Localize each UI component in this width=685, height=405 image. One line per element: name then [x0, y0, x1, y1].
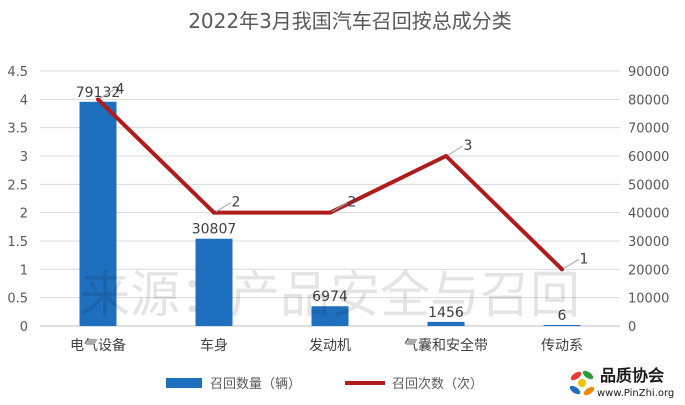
logo-name: 品质协会 — [600, 366, 664, 385]
category-labels: 电气设备 车身 发动机 气囊和安全带 传动系 — [70, 337, 583, 354]
right-axis-tick: 80000 — [628, 93, 669, 108]
bar-value-label: 30807 — [192, 222, 237, 238]
bar-series — [79, 101, 581, 326]
bar-电气设备 — [79, 101, 117, 326]
right-axis-tick: 60000 — [628, 150, 669, 165]
line-label-leader — [99, 88, 116, 99]
left-axis-tick: 0 — [20, 320, 28, 335]
right-axis-ticks: 0 10000 20000 30000 40000 50000 60000 70000 8000… — [628, 65, 669, 335]
line-point — [328, 210, 332, 215]
category-label: 传动系 — [541, 338, 583, 354]
category-label: 电气设备 — [70, 337, 126, 354]
legend-bar-swatch — [166, 378, 202, 388]
data-labels: 79132 30807 6974 1456 6 4 2 2 3 1 — [76, 81, 589, 324]
line-value-label: 4 — [116, 81, 125, 97]
bar-value-label: 1456 — [428, 305, 464, 321]
line-point — [212, 210, 216, 215]
left-axis-tick: 3 — [20, 150, 28, 165]
left-axis-ticks: 0 0.5 1 1.5 2 2.5 3 3.5 4 4.5 — [7, 65, 28, 335]
legend-bar-label: 召回数量（辆） — [210, 377, 301, 392]
logo-url: www.PinZhi.org — [597, 388, 674, 399]
pinzhi-logo: 品质协会 www.PinZhi.org — [569, 366, 674, 399]
right-axis-tick: 30000 — [628, 235, 669, 250]
category-label: 气囊和安全带 — [404, 337, 488, 354]
line-label-leader — [563, 258, 580, 269]
left-axis-tick: 0.5 — [7, 292, 28, 307]
line-value-label: 3 — [464, 138, 473, 154]
category-label: 发动机 — [309, 338, 351, 354]
bar-value-label: 79132 — [76, 85, 121, 101]
bar-传动系 — [543, 325, 581, 326]
chart-title: 2022年3月我国汽车召回按总成分类 — [188, 9, 512, 33]
left-axis-tick: 1.5 — [7, 235, 28, 250]
left-axis-tick: 4.5 — [7, 65, 28, 80]
watermark-text: 来源：产品安全与召回 — [80, 266, 580, 324]
line-label-leader — [215, 202, 232, 213]
left-axis-tick: 2.5 — [7, 178, 28, 193]
bar-车身 — [195, 238, 233, 326]
legend-line-label: 召回次数（次） — [392, 376, 483, 392]
line-point — [560, 267, 564, 272]
right-axis-tick: 70000 — [628, 122, 669, 137]
line-label-leader — [331, 202, 348, 213]
right-axis-tick: 0 — [628, 320, 636, 335]
line-point — [96, 97, 100, 102]
right-axis-tick: 90000 — [628, 65, 669, 80]
left-axis-tick: 4 — [20, 93, 28, 108]
bar-value-label: 6974 — [312, 289, 348, 305]
line-value-label: 2 — [348, 195, 357, 211]
left-axis-tick: 3.5 — [7, 122, 28, 137]
right-axis-tick: 10000 — [628, 292, 669, 307]
bar-发动机 — [311, 306, 349, 326]
line-series — [96, 97, 564, 272]
line-value-label: 1 — [580, 251, 589, 267]
right-axis-tick: 40000 — [628, 207, 669, 222]
left-axis-tick: 1 — [20, 263, 28, 278]
line-value-label: 2 — [232, 195, 241, 211]
bar-气囊和安全带 — [427, 321, 465, 326]
right-axis-tick: 50000 — [628, 178, 669, 193]
bar-value-label: 6 — [558, 308, 567, 324]
right-axis-tick: 20000 — [628, 263, 669, 278]
category-label: 车身 — [200, 337, 228, 354]
legend: 召回数量（辆） 召回次数（次） — [166, 376, 483, 392]
colorful-pinwheel-logo-icon — [569, 370, 595, 396]
line-label-leader — [447, 145, 464, 156]
left-axis-tick: 2 — [20, 207, 28, 222]
line-point — [444, 154, 448, 158]
